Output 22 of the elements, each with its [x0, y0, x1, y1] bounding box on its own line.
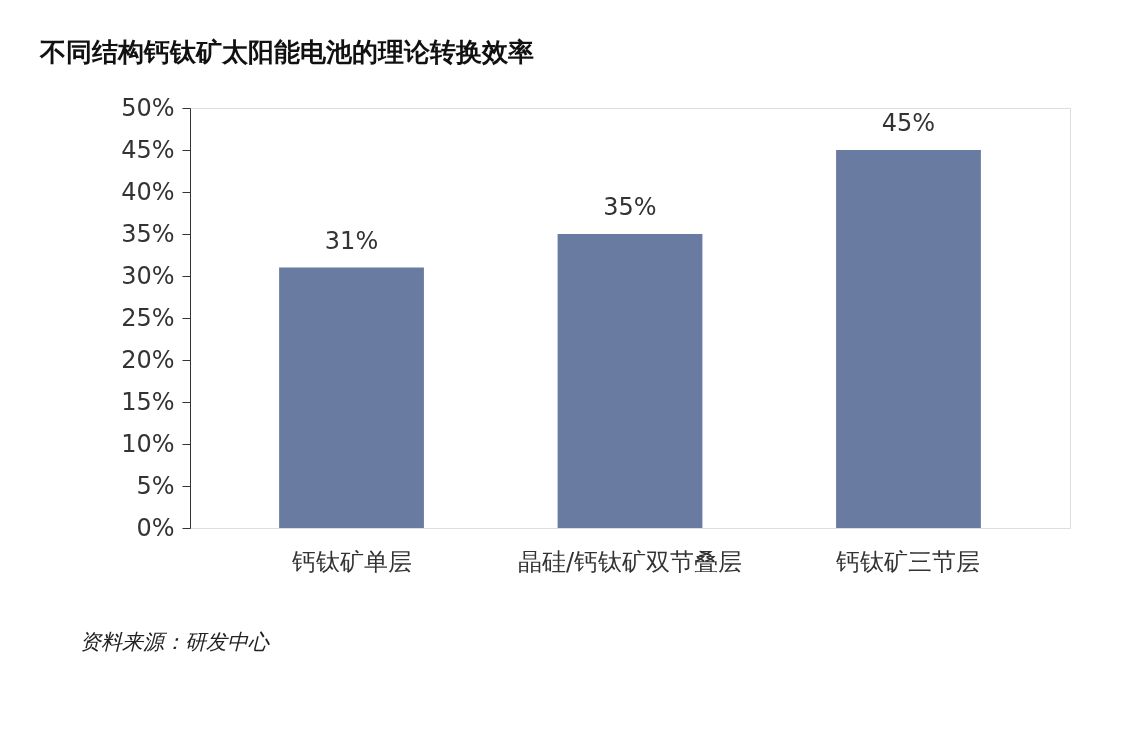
y-tick-label: 15%	[121, 387, 175, 416]
y-tick-label: 30%	[121, 261, 175, 290]
y-tick-label: 10%	[121, 429, 175, 458]
x-tick-label: 晶硅/钙钛矿双节叠层	[517, 547, 743, 576]
y-tick-label: 20%	[121, 345, 175, 374]
bar	[279, 267, 424, 528]
bar	[557, 234, 703, 528]
bar	[836, 150, 981, 528]
chart-title: 不同结构钙钛矿太阳能电池的理论转换效率	[39, 37, 534, 67]
data-label: 35%	[603, 193, 657, 221]
data-label: 45%	[881, 109, 936, 137]
y-tick-label: 5%	[136, 471, 175, 500]
text: 资料来源：研发中心	[80, 630, 270, 654]
x-tick-label: 钙钛矿三节层	[835, 547, 981, 576]
data-label: 31%	[324, 226, 379, 255]
y-tick-label: 25%	[121, 303, 175, 332]
x-tick-label: 钙钛矿单层	[290, 547, 412, 576]
y-tick-label: 0%	[136, 513, 175, 542]
y-tick-label: 50%	[121, 93, 175, 122]
y-tick-label: 35%	[121, 219, 175, 248]
y-tick-label: 40%	[121, 177, 175, 206]
y-tick-label: 45%	[121, 135, 175, 164]
